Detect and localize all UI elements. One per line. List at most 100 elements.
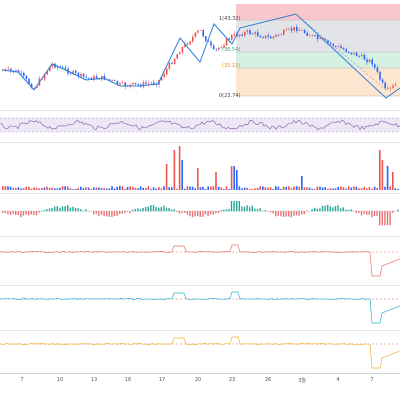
macd-bar bbox=[379, 211, 381, 226]
volume-bar bbox=[243, 187, 246, 190]
candle-body bbox=[192, 36, 194, 42]
macd-bar bbox=[280, 211, 282, 217]
volume-bar bbox=[342, 187, 345, 190]
pane-separator[interactable] bbox=[0, 330, 400, 331]
volume-bar bbox=[373, 186, 376, 190]
candle-body bbox=[298, 30, 301, 31]
pane-separator[interactable] bbox=[0, 285, 400, 286]
macd-bar bbox=[225, 209, 227, 212]
candle-body bbox=[285, 29, 288, 31]
pane-separator[interactable] bbox=[0, 193, 400, 194]
candle-body bbox=[43, 74, 46, 80]
candle-body bbox=[116, 80, 119, 85]
volume-bar bbox=[329, 188, 332, 190]
candle-body bbox=[220, 47, 223, 48]
macd-bar bbox=[173, 209, 175, 212]
volume-bar bbox=[9, 186, 12, 190]
macd-bar bbox=[332, 207, 334, 212]
macd-bar bbox=[282, 211, 285, 217]
candle-body bbox=[394, 84, 397, 86]
candle-body bbox=[85, 76, 87, 78]
volume-bar bbox=[17, 187, 20, 190]
candle-body bbox=[363, 54, 366, 60]
volume-bar bbox=[108, 188, 111, 190]
candle-body bbox=[270, 36, 272, 39]
oscillator-pane-cyan[interactable] bbox=[0, 287, 400, 329]
volume-bar bbox=[7, 186, 9, 190]
macd-bar bbox=[376, 211, 378, 216]
candle-body bbox=[98, 78, 100, 80]
volume-bar bbox=[269, 187, 272, 190]
volume-pane[interactable] bbox=[0, 144, 400, 192]
macd-bar bbox=[340, 208, 342, 212]
macd-pane[interactable] bbox=[0, 195, 400, 235]
candle-body bbox=[163, 74, 165, 78]
macd-bar bbox=[355, 211, 357, 213]
volume-bar bbox=[165, 164, 168, 190]
volume-bar bbox=[293, 186, 295, 190]
pane-separator[interactable] bbox=[0, 110, 400, 111]
volume-bar bbox=[139, 186, 142, 190]
candle-body bbox=[210, 41, 212, 46]
candle-body bbox=[7, 68, 9, 70]
volume-bar bbox=[275, 186, 277, 190]
fib-level-middle-label: (33.22) bbox=[222, 63, 241, 69]
macd-bar bbox=[202, 211, 204, 217]
volume-bar bbox=[41, 188, 43, 190]
macd-bar bbox=[82, 210, 84, 212]
pane-separator[interactable] bbox=[0, 236, 400, 237]
volume-bar bbox=[254, 188, 256, 190]
price-pane[interactable]: 1(43.32) (38.54) (33.22) 0(23.74) bbox=[0, 0, 400, 108]
volume-bar bbox=[371, 188, 373, 190]
macd-bar bbox=[373, 211, 376, 217]
volume-bar bbox=[176, 188, 178, 190]
macd-bar bbox=[43, 210, 45, 212]
macd-bar bbox=[126, 211, 129, 212]
volume-bar bbox=[386, 166, 389, 190]
macd-bar bbox=[51, 207, 53, 212]
volume-bar bbox=[173, 150, 176, 190]
volume-bar bbox=[80, 186, 82, 190]
candle-body bbox=[244, 31, 246, 36]
candle-body bbox=[181, 47, 184, 53]
volume-bar bbox=[4, 186, 7, 190]
candle-body bbox=[384, 82, 386, 89]
macd-bar bbox=[288, 211, 290, 217]
time-axis-tick-label: 3월 bbox=[298, 378, 306, 384]
volume-bar bbox=[22, 188, 25, 190]
volume-bar bbox=[288, 186, 290, 190]
volume-bar bbox=[67, 186, 69, 190]
oscillator-cyan-line bbox=[0, 291, 400, 324]
macd-bar bbox=[98, 211, 100, 216]
volume-bar bbox=[225, 186, 228, 190]
candle-body bbox=[124, 82, 126, 87]
macd-bar bbox=[228, 209, 230, 212]
macd-bar bbox=[108, 211, 110, 217]
candle-body bbox=[272, 36, 275, 39]
volume-bar bbox=[321, 187, 324, 190]
macd-bar bbox=[327, 204, 329, 212]
macd-bar bbox=[17, 211, 19, 216]
volume-bar bbox=[228, 188, 230, 190]
volume-bar bbox=[93, 187, 95, 190]
macd-bar bbox=[353, 210, 355, 212]
volume-bar bbox=[285, 186, 287, 190]
volume-bar bbox=[43, 187, 46, 190]
oscillator-pane-red[interactable] bbox=[0, 238, 400, 284]
candle-body bbox=[62, 67, 64, 68]
oscillator-pane-yellow[interactable] bbox=[0, 332, 400, 372]
candle-body bbox=[389, 87, 392, 89]
macd-bar bbox=[142, 208, 144, 212]
volume-bar bbox=[145, 188, 147, 190]
candle-body bbox=[10, 68, 12, 71]
candle-body bbox=[207, 41, 210, 42]
volume-bar bbox=[129, 186, 131, 190]
macd-bar bbox=[56, 206, 58, 212]
candle-body bbox=[20, 72, 22, 74]
volume-bar bbox=[272, 188, 274, 190]
volume-bar bbox=[262, 186, 264, 190]
macd-bar bbox=[275, 211, 277, 217]
rsi-pane[interactable] bbox=[0, 112, 400, 140]
volume-bar bbox=[20, 188, 22, 190]
pane-separator[interactable] bbox=[0, 142, 400, 143]
